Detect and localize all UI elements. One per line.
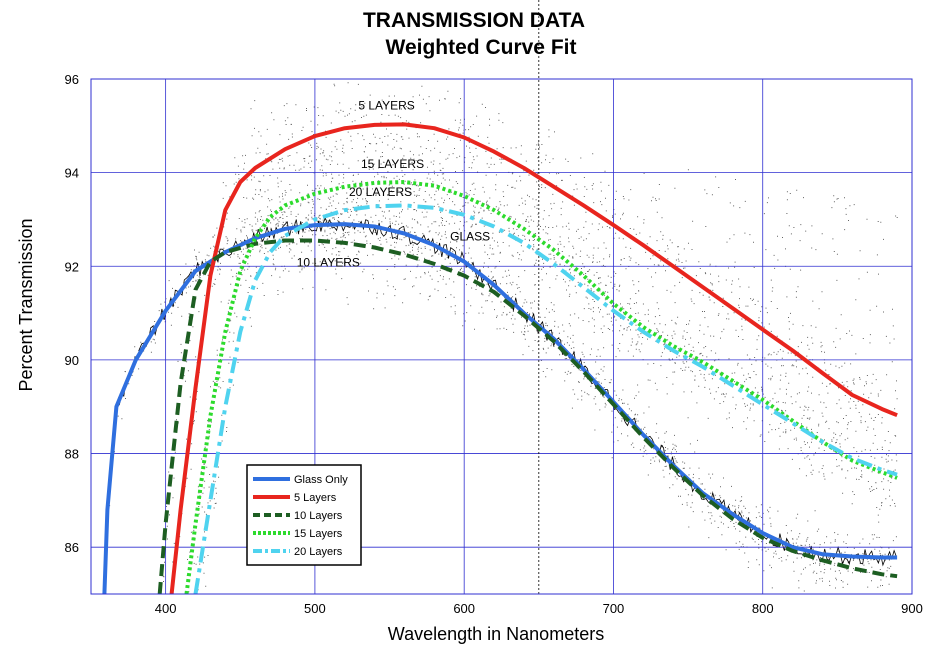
x-tick-label: 800 <box>752 601 774 616</box>
y-tick-label: 88 <box>65 447 79 462</box>
x-tick-label: 400 <box>155 601 177 616</box>
y-tick-label: 86 <box>65 540 79 555</box>
grid-lines <box>91 0 912 594</box>
legend-label: 10 Layers <box>294 510 343 522</box>
x-axis-label: Wavelength in Nanometers <box>388 624 604 644</box>
y-tick-label: 94 <box>65 166 79 181</box>
x-tick-label: 500 <box>304 601 326 616</box>
legend-label: Glass Only <box>294 474 348 486</box>
tick-labels: 400 500 600 700 800 900 86 88 90 92 94 96 <box>65 72 923 616</box>
chart-title: TRANSMISSION DATA <box>363 9 585 32</box>
plot-frame <box>90 78 913 595</box>
annotation-label: 10 LAYERS <box>297 255 360 269</box>
y-tick-label: 90 <box>65 353 79 368</box>
legend-label: 20 Layers <box>294 546 343 558</box>
chart-subtitle: Weighted Curve Fit <box>386 36 577 59</box>
legend: Glass Only 5 Layers 10 Layers 15 Layers 20 L… <box>246 464 362 566</box>
annotation-label: 5 LAYERS <box>358 98 414 112</box>
series-lines <box>102 122 898 594</box>
series-line-glass-only <box>102 222 898 594</box>
legend-label: 15 Layers <box>294 528 343 540</box>
x-tick-label: 700 <box>603 601 625 616</box>
y-tick-label: 96 <box>65 72 79 87</box>
legend-label: 5 Layers <box>294 492 337 504</box>
annotation-label: GLASS <box>450 230 490 244</box>
curve-annotations: 5 LAYERS 15 LAYERS 20 LAYERS GLASS 10 LAYERS <box>297 98 490 269</box>
series-line-10-layers <box>157 238 898 594</box>
series-line-20-layers <box>193 203 898 594</box>
x-tick-label: 900 <box>901 601 923 616</box>
y-tick-label: 92 <box>65 259 79 274</box>
x-tick-label: 600 <box>453 601 475 616</box>
series-line-5-layers <box>169 122 898 594</box>
annotation-label: 20 LAYERS <box>349 185 412 199</box>
y-axis-label: Percent Transmission <box>16 218 36 391</box>
series-line-15-layers <box>184 180 898 594</box>
annotation-label: 15 LAYERS <box>361 157 424 171</box>
plot-border <box>90 78 913 595</box>
